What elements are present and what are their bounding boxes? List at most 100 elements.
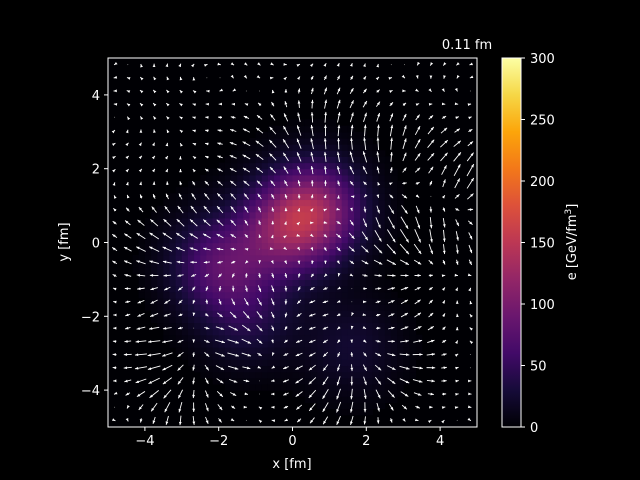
heatmap-cell xyxy=(341,211,349,219)
heatmap-cell xyxy=(378,291,386,299)
quiver-arrow xyxy=(217,116,223,119)
heatmap-cell xyxy=(366,254,374,262)
quiver-arrow xyxy=(137,219,145,226)
quiver-arrow xyxy=(402,418,406,422)
heatmap-cell xyxy=(317,347,324,354)
heatmap-cell xyxy=(243,211,251,219)
heatmap-cell xyxy=(366,353,374,360)
quiver-arrow xyxy=(258,272,261,278)
heatmap-cell xyxy=(292,267,300,274)
heatmap-cell xyxy=(175,334,183,342)
heatmap-cell xyxy=(347,371,355,379)
quiver-arrow xyxy=(218,102,222,106)
heatmap-cell xyxy=(310,137,318,145)
heatmap-cell xyxy=(354,322,361,330)
quiver-arrow xyxy=(271,89,275,94)
heatmap-cell xyxy=(286,377,294,385)
heatmap-cell xyxy=(212,304,220,311)
heatmap-cell xyxy=(329,371,337,379)
heatmap-cell xyxy=(317,297,324,305)
heatmap-cell xyxy=(200,267,207,274)
heatmap-cell xyxy=(341,205,349,213)
heatmap-cell xyxy=(243,199,251,207)
quiver-arrow xyxy=(179,181,183,186)
heatmap-cell xyxy=(354,267,361,274)
quiver-arrow xyxy=(232,88,237,92)
quiver-arrow xyxy=(441,392,447,396)
quiver-arrow xyxy=(243,297,249,306)
heatmap-cell xyxy=(286,236,294,244)
heatmap-cell xyxy=(206,193,214,201)
quiver-arrow xyxy=(399,365,410,370)
heatmap-cell xyxy=(194,316,201,324)
heatmap-cell xyxy=(187,304,195,311)
heatmap-cell xyxy=(310,377,318,385)
heatmap-cell xyxy=(249,371,257,379)
heatmap-cell xyxy=(224,205,232,213)
heatmap-cell xyxy=(255,316,263,324)
quiver-arrow xyxy=(136,260,146,265)
heatmap-cell xyxy=(261,217,269,225)
heatmap-cell xyxy=(274,242,281,250)
heatmap-cell xyxy=(212,377,220,385)
quiver-arrow xyxy=(401,74,406,79)
quiver-arrow xyxy=(362,100,368,108)
heatmap-cell xyxy=(390,359,398,367)
heatmap-cell xyxy=(366,273,374,280)
heatmap-cell xyxy=(329,150,337,157)
heatmap-cell xyxy=(249,181,257,188)
heatmap-cell xyxy=(181,304,189,311)
quiver-arrow xyxy=(136,232,146,240)
heatmap-cell xyxy=(267,304,275,311)
heatmap-cell xyxy=(310,217,318,225)
heatmap-cell xyxy=(261,205,269,213)
heatmap-cell xyxy=(317,371,324,379)
quiver-arrow xyxy=(217,180,223,186)
quiver-arrow xyxy=(191,63,195,68)
heatmap-cell xyxy=(224,340,232,348)
heatmap-cell xyxy=(292,340,300,348)
heatmap-cell xyxy=(212,224,220,231)
quiver-arrow xyxy=(309,286,315,291)
quiver-arrow xyxy=(162,326,172,330)
quiver-arrow xyxy=(363,181,367,186)
quiver-arrow xyxy=(390,151,393,162)
heatmap-cell xyxy=(378,248,386,256)
heatmap-cell xyxy=(237,224,244,231)
heatmap-cell xyxy=(323,273,330,280)
heatmap-cell xyxy=(181,297,189,305)
heatmap-cell xyxy=(206,248,214,256)
heatmap-cell xyxy=(267,310,275,317)
heatmap-cell xyxy=(366,150,374,157)
heatmap-cell xyxy=(255,383,263,391)
heatmap-cell xyxy=(255,211,263,219)
heatmap-cell xyxy=(280,181,287,188)
quiver-arrow xyxy=(112,340,117,343)
quiver-arrow xyxy=(284,207,288,212)
heatmap-cell xyxy=(390,347,398,354)
quiver-arrow xyxy=(148,326,160,330)
heatmap-cell xyxy=(347,260,355,268)
quiver-arrow xyxy=(150,287,158,291)
heatmap-cell xyxy=(384,205,392,213)
quiver-arrow xyxy=(309,300,316,304)
heatmap-cell xyxy=(323,162,330,170)
heatmap-cell xyxy=(372,174,380,182)
heatmap-cell xyxy=(231,279,238,287)
quiver-arrow xyxy=(205,416,209,424)
heatmap-cell xyxy=(298,273,306,280)
quiver-arrow xyxy=(429,229,433,243)
quiver-arrow xyxy=(427,419,432,424)
heatmap-cell xyxy=(298,242,306,250)
heatmap-cell xyxy=(286,224,294,231)
heatmap-cell xyxy=(181,217,189,225)
quiver-arrow xyxy=(456,244,459,254)
heatmap-cell xyxy=(341,267,349,274)
quiver-arrow xyxy=(204,313,209,317)
quiver-arrow xyxy=(216,219,224,227)
heatmap-cell xyxy=(255,371,263,379)
quiver-arrow xyxy=(308,339,316,344)
quiver-arrow xyxy=(179,168,182,173)
heatmap-cell xyxy=(403,322,410,330)
heatmap-cell xyxy=(304,236,312,244)
